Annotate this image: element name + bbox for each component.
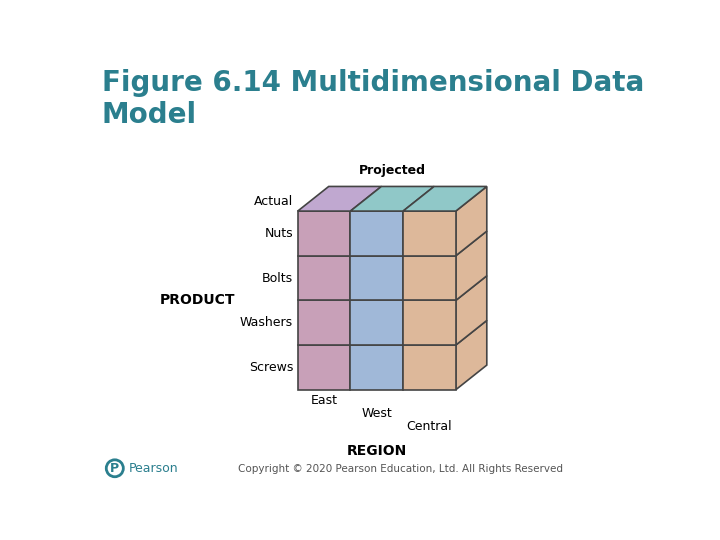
Polygon shape bbox=[297, 211, 351, 256]
Polygon shape bbox=[403, 345, 456, 390]
Polygon shape bbox=[456, 276, 487, 345]
Polygon shape bbox=[351, 186, 434, 211]
Polygon shape bbox=[351, 256, 403, 300]
Polygon shape bbox=[456, 186, 487, 256]
Polygon shape bbox=[297, 256, 351, 300]
Polygon shape bbox=[456, 320, 487, 390]
Polygon shape bbox=[403, 256, 456, 300]
Polygon shape bbox=[351, 300, 403, 345]
Text: Copyright © 2020 Pearson Education, Ltd. All Rights Reserved: Copyright © 2020 Pearson Education, Ltd.… bbox=[238, 464, 562, 475]
Text: East: East bbox=[310, 394, 338, 407]
Text: Figure 6.14 Multidimensional Data
Model: Figure 6.14 Multidimensional Data Model bbox=[102, 69, 644, 129]
Text: PRODUCT: PRODUCT bbox=[161, 293, 235, 307]
Text: Central: Central bbox=[407, 420, 452, 433]
Polygon shape bbox=[297, 345, 351, 390]
Text: Projected: Projected bbox=[359, 164, 426, 177]
Polygon shape bbox=[351, 345, 403, 390]
Polygon shape bbox=[351, 211, 403, 256]
Polygon shape bbox=[456, 231, 487, 300]
Text: Nuts: Nuts bbox=[264, 227, 293, 240]
Polygon shape bbox=[403, 300, 456, 345]
Polygon shape bbox=[297, 186, 382, 211]
Text: Pearson: Pearson bbox=[129, 462, 179, 475]
Text: REGION: REGION bbox=[346, 444, 407, 457]
Polygon shape bbox=[297, 300, 351, 345]
Text: West: West bbox=[361, 408, 392, 421]
Polygon shape bbox=[403, 211, 456, 256]
Polygon shape bbox=[403, 186, 487, 211]
Text: Actual: Actual bbox=[254, 195, 293, 208]
Text: Screws: Screws bbox=[248, 361, 293, 374]
Text: Bolts: Bolts bbox=[262, 272, 293, 285]
Text: P: P bbox=[110, 462, 120, 475]
Text: Washers: Washers bbox=[240, 316, 293, 329]
